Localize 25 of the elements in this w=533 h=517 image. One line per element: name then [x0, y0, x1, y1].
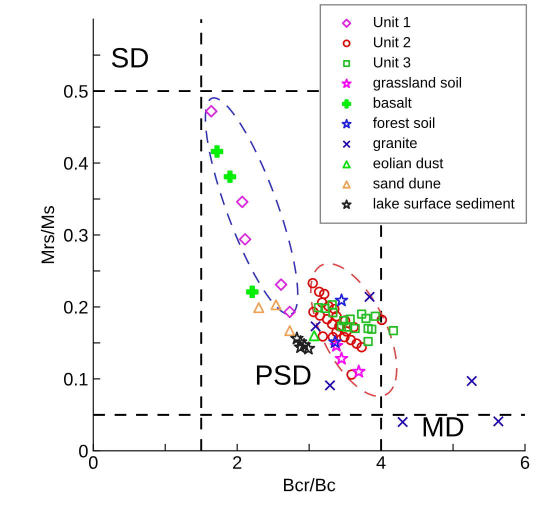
y-tick-label: 0.2 [64, 300, 88, 314]
legend-label: lake surface sediment [374, 198, 515, 209]
legend-label: grassland soil [373, 76, 462, 91]
x-tick-label: 0 [88, 456, 98, 469]
legend-label: eolian dust [373, 158, 444, 168]
legend-label: forest soil [373, 117, 434, 128]
legend-label: sand dune [373, 178, 440, 188]
legend-label: Unit 1 [374, 16, 410, 28]
y-tick-label: 0.1 [64, 372, 88, 386]
x-tick-label: 4 [376, 456, 386, 469]
y-tick-label: 0 [79, 444, 88, 458]
y-tick-label: 0.5 [64, 85, 88, 98]
x-tick-label: 6 [520, 456, 530, 469]
x-tick-label: 2 [233, 456, 242, 469]
y-tick-label: 0.4 [64, 156, 88, 170]
y-tick-label: 0.3 [64, 228, 88, 242]
annotation: PSD [256, 365, 310, 385]
annotation: MD [424, 417, 464, 436]
annotation: SD [112, 48, 148, 68]
x-axis-title: Bcr/Bc [284, 478, 336, 492]
legend-label: basalt [374, 97, 412, 108]
legend-label: granite [373, 137, 417, 152]
legend-label: Unit 2 [374, 36, 410, 48]
y-axis-title: Mrs/Ms [40, 206, 54, 264]
legend-label: Unit 3 [374, 56, 410, 68]
